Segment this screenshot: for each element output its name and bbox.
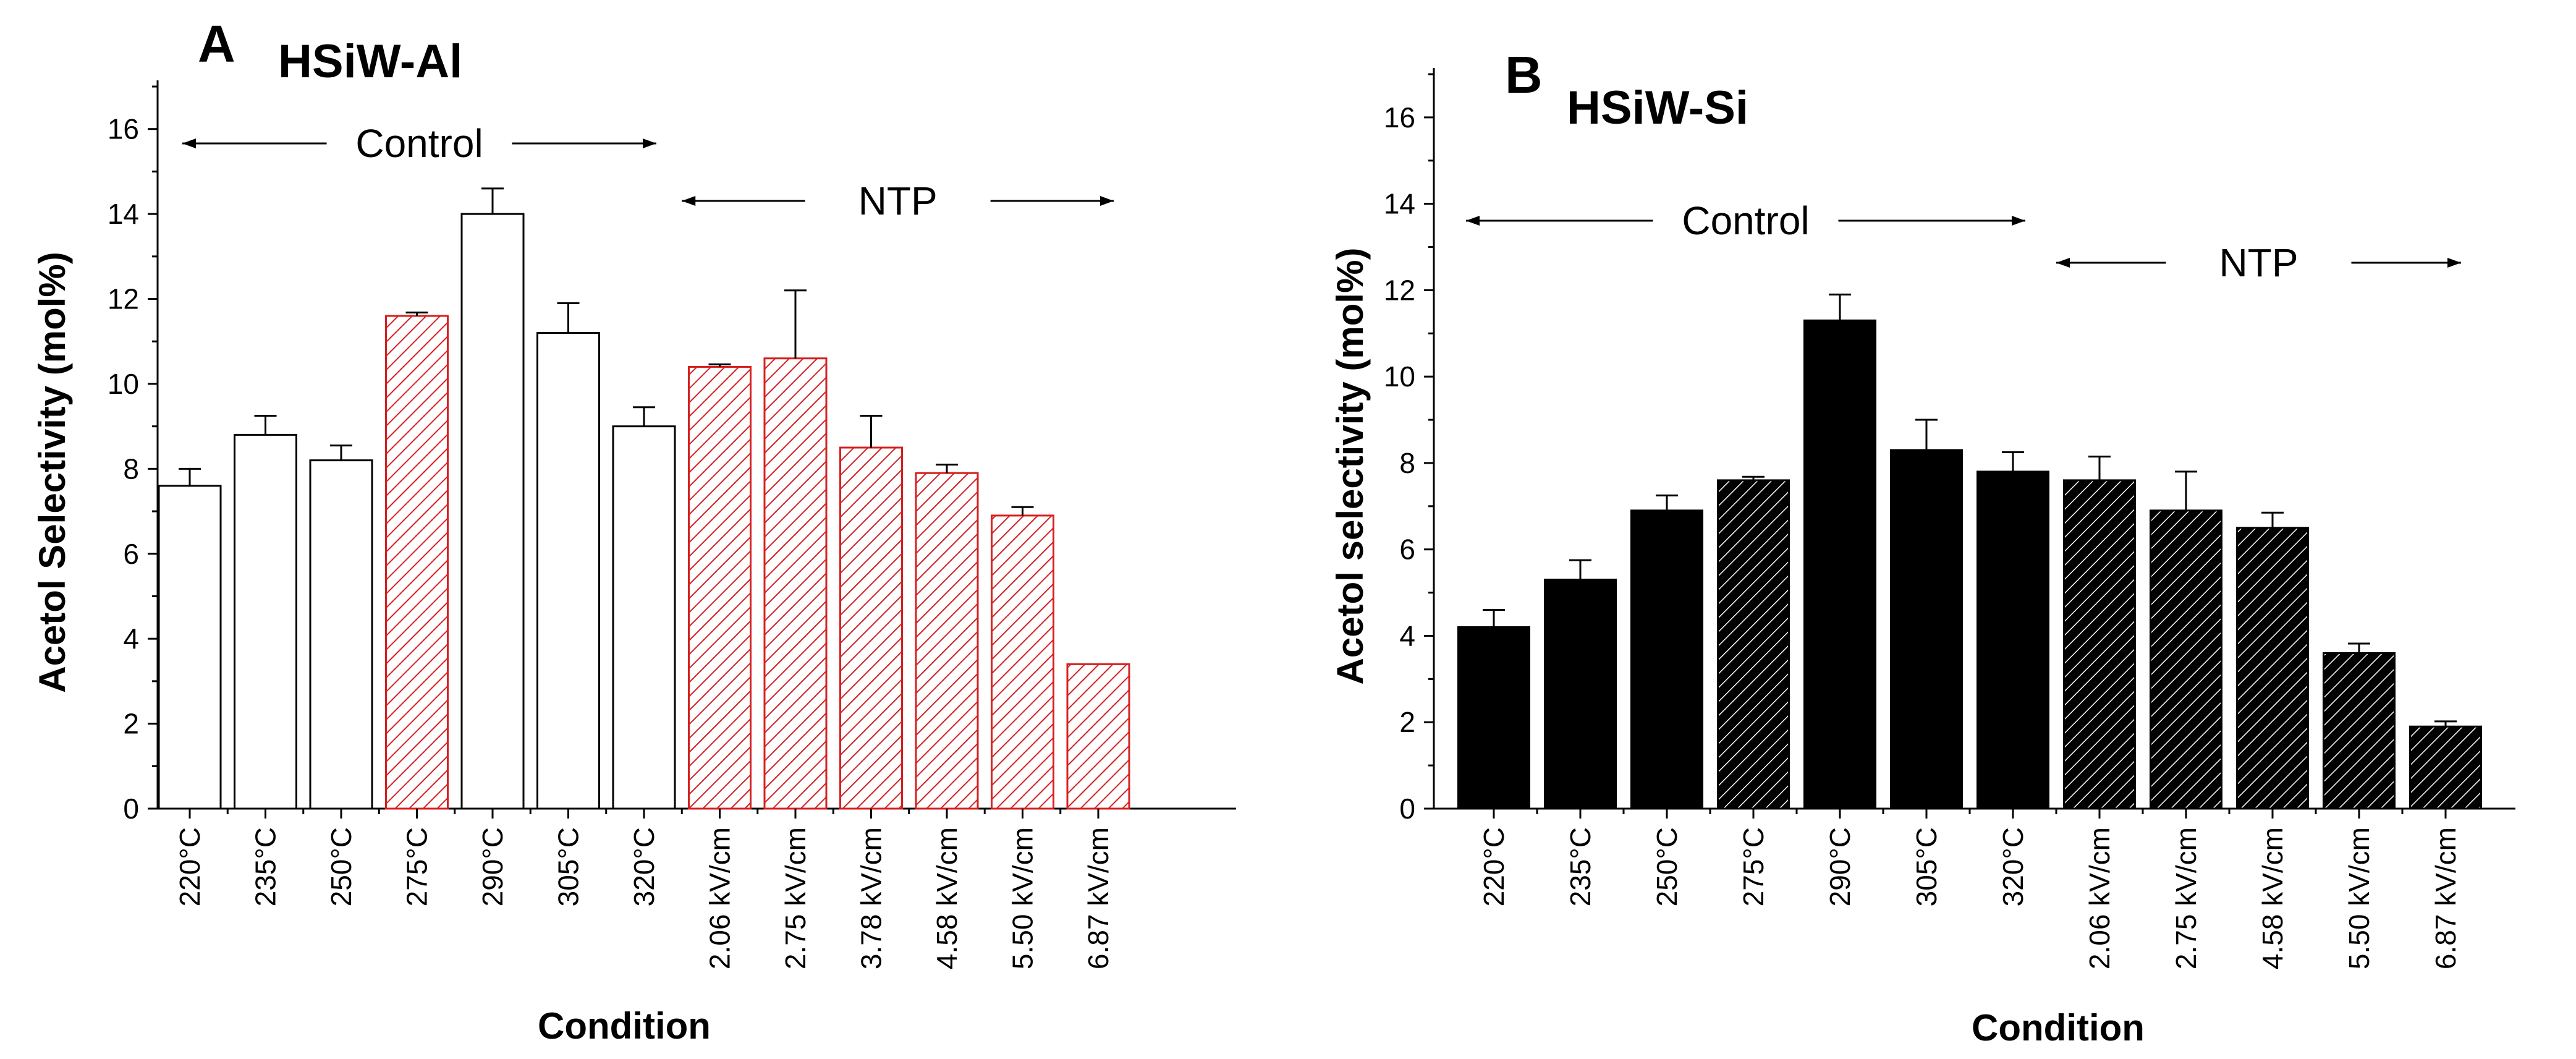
- bar: [1630, 509, 1703, 810]
- group-label: Control: [355, 121, 483, 166]
- x-tick-label: 275°C: [401, 827, 433, 906]
- y-tick-label: 4: [123, 623, 139, 655]
- y-tick-label: 12: [108, 283, 139, 315]
- bar: [839, 446, 903, 810]
- x-tick-label: 290°C: [1824, 827, 1856, 906]
- arrowhead-left: [182, 138, 196, 148]
- arrowhead-left: [2056, 258, 2070, 268]
- x-tick-label: 320°C: [628, 827, 660, 906]
- bar: [1890, 449, 1963, 810]
- bar: [1803, 319, 1876, 810]
- x-tick-label: 305°C: [1910, 827, 1943, 906]
- panel-a: 0 2 4 6 8 10 12 14 16 220°C 235°C 250°C 275°C 290°C 30…: [32, 15, 1236, 1047]
- x-tick-label: 220°C: [174, 827, 206, 906]
- x-tick-label: 320°C: [1997, 827, 2029, 906]
- panel-letter: A: [198, 15, 235, 73]
- y-tick-label: 10: [1384, 360, 1415, 393]
- panel-b: 0 2 4 6 8 10 12 14 16 220°C 235°C 250°C 275°C 290°C 30…: [1329, 46, 2515, 1048]
- x-tick-label: 5.50 kV/cm: [1007, 827, 1039, 969]
- y-tick-label: 14: [1384, 188, 1415, 220]
- bar: [915, 472, 979, 810]
- bar: [1457, 626, 1530, 810]
- y-tick-label: 14: [108, 198, 139, 230]
- arrowhead-left: [1466, 216, 1480, 226]
- y-tick-label: 16: [108, 113, 139, 145]
- bar: [158, 485, 222, 810]
- x-axis-title: Condition: [1972, 1007, 2145, 1048]
- y-tick-label: 0: [1399, 793, 1415, 825]
- bar: [1976, 470, 2049, 810]
- bar: [1066, 663, 1130, 810]
- x-axis-title: Condition: [538, 1005, 711, 1047]
- x-tick-label: 2.75 kV/cm: [2170, 827, 2202, 969]
- x-tick-label: 6.87 kV/cm: [1082, 827, 1114, 969]
- x-tick-label: 4.58 kV/cm: [2256, 827, 2289, 969]
- x-tick-label: 2.75 kV/cm: [779, 827, 811, 969]
- x-tick-label: 2.06 kV/cm: [704, 827, 736, 969]
- panel-letter: B: [1505, 46, 1543, 104]
- x-tick-label: 275°C: [1737, 827, 1769, 906]
- panel-title: HSiW-Si: [1567, 82, 1748, 134]
- y-tick-label: 8: [123, 453, 139, 485]
- x-tick-label: 290°C: [477, 827, 509, 906]
- bar: [2063, 479, 2136, 810]
- bar: [2150, 509, 2222, 810]
- arrowhead-right: [643, 138, 656, 148]
- bar: [1717, 479, 1790, 810]
- bar: [763, 357, 828, 810]
- y-tick-label: 0: [123, 793, 139, 825]
- x-tick-label: 220°C: [1478, 827, 1510, 906]
- x-tick-label: 4.58 kV/cm: [931, 827, 963, 969]
- x-tick-label: 5.50 kV/cm: [2343, 827, 2375, 969]
- bar: [688, 365, 752, 810]
- y-tick-label: 2: [1399, 706, 1415, 738]
- bar: [2323, 652, 2396, 810]
- group-label: NTP: [858, 179, 938, 223]
- y-tick-label: 16: [1384, 101, 1415, 134]
- arrowhead-right: [2012, 216, 2025, 226]
- group-label: NTP: [2219, 240, 2298, 285]
- x-tick-label: 305°C: [553, 827, 585, 906]
- x-tick-label: 3.78 kV/cm: [855, 827, 888, 969]
- y-tick-label: 4: [1399, 619, 1415, 652]
- bar: [460, 213, 525, 810]
- bar: [2236, 527, 2309, 810]
- arrowhead-right: [2447, 258, 2461, 268]
- y-axis-title: Acetol Selectivity (mol%): [32, 252, 73, 693]
- x-tick-label: 2.06 kV/cm: [2083, 827, 2116, 969]
- bar: [309, 459, 373, 810]
- x-tick-label: 250°C: [1651, 827, 1683, 906]
- y-tick-label: 6: [123, 538, 139, 570]
- bar: [612, 425, 676, 810]
- x-tick-label: 235°C: [1564, 827, 1596, 906]
- y-axis-title: Acetol selectivity (mol%): [1329, 248, 1371, 685]
- bar: [2409, 725, 2482, 810]
- x-tick-label: 250°C: [325, 827, 357, 906]
- y-tick-label: 6: [1399, 534, 1415, 566]
- y-tick-label: 8: [1399, 447, 1415, 479]
- y-tick-label: 12: [1384, 274, 1415, 306]
- bar: [536, 331, 600, 810]
- group-label: Control: [1682, 198, 1809, 243]
- bar: [385, 315, 449, 810]
- arrowhead-right: [1100, 196, 1114, 206]
- bar: [1544, 579, 1617, 810]
- y-tick-label: 10: [108, 368, 139, 400]
- x-tick-label: 235°C: [250, 827, 282, 906]
- x-tick-label: 6.87 kV/cm: [2430, 827, 2462, 969]
- panel-title: HSiW-Al: [278, 35, 462, 88]
- bar: [991, 514, 1054, 810]
- bar: [234, 433, 297, 810]
- y-tick-label: 2: [123, 708, 139, 740]
- arrowhead-left: [682, 196, 696, 206]
